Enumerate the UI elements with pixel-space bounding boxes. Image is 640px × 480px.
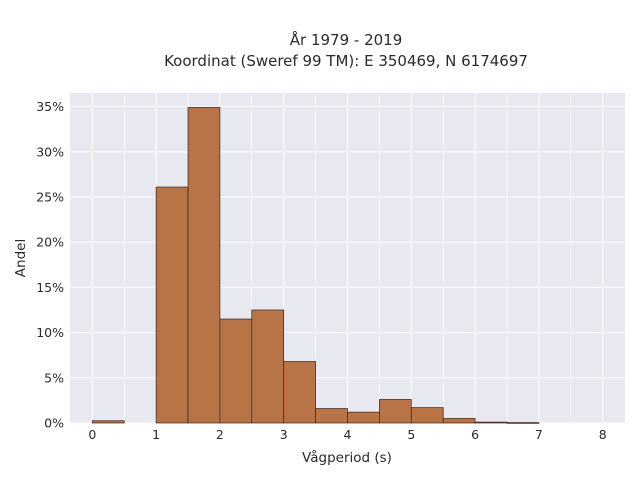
histogram-bar — [187, 107, 221, 424]
x-axis-ticks: 0 1 2 3 4 5 6 7 8 — [88, 427, 606, 442]
x-tick-label: 5 — [407, 427, 415, 442]
chart-title-line-2: Koordinat (Sweref 99 TM): E 350469, N 61… — [164, 52, 528, 70]
y-tick-label: 5% — [44, 370, 64, 385]
histogram-bar — [506, 422, 540, 424]
y-tick-label: 0% — [44, 416, 64, 431]
x-tick-label: 2 — [216, 427, 224, 442]
histogram-bar — [442, 418, 476, 424]
y-tick-label: 30% — [36, 144, 64, 159]
bars — [91, 107, 540, 424]
y-tick-label: 35% — [36, 99, 64, 114]
x-tick-label: 1 — [152, 427, 160, 442]
histogram-bar — [283, 361, 316, 424]
y-tick-label: 15% — [36, 280, 64, 295]
x-tick-label: 0 — [88, 427, 96, 442]
histogram-bar — [155, 186, 189, 424]
x-tick-label: 3 — [280, 427, 288, 442]
y-tick-label: 10% — [36, 325, 64, 340]
x-tick-label: 8 — [599, 427, 607, 442]
histogram-bar — [410, 407, 444, 424]
y-tick-label: 20% — [36, 235, 64, 250]
x-axis-label: Vågperiod (s) — [302, 449, 392, 466]
histogram-bar — [347, 411, 380, 424]
chart-title-line-1: År 1979 - 2019 — [290, 30, 403, 49]
histogram-bar — [315, 408, 348, 424]
histogram-bar — [474, 421, 508, 424]
histogram-bar — [91, 420, 125, 424]
x-tick-label: 6 — [471, 427, 479, 442]
y-axis-label: Andel — [13, 239, 29, 277]
y-tick-label: 25% — [36, 189, 64, 204]
histogram-bar — [251, 309, 285, 424]
histogram-bar — [379, 399, 412, 424]
x-tick-label: 7 — [535, 427, 543, 442]
y-axis-ticks: 0% 5% 10% 15% 20% 25% 30% 35% — [36, 99, 64, 430]
histogram-bar — [219, 318, 253, 424]
x-tick-label: 4 — [344, 427, 352, 442]
